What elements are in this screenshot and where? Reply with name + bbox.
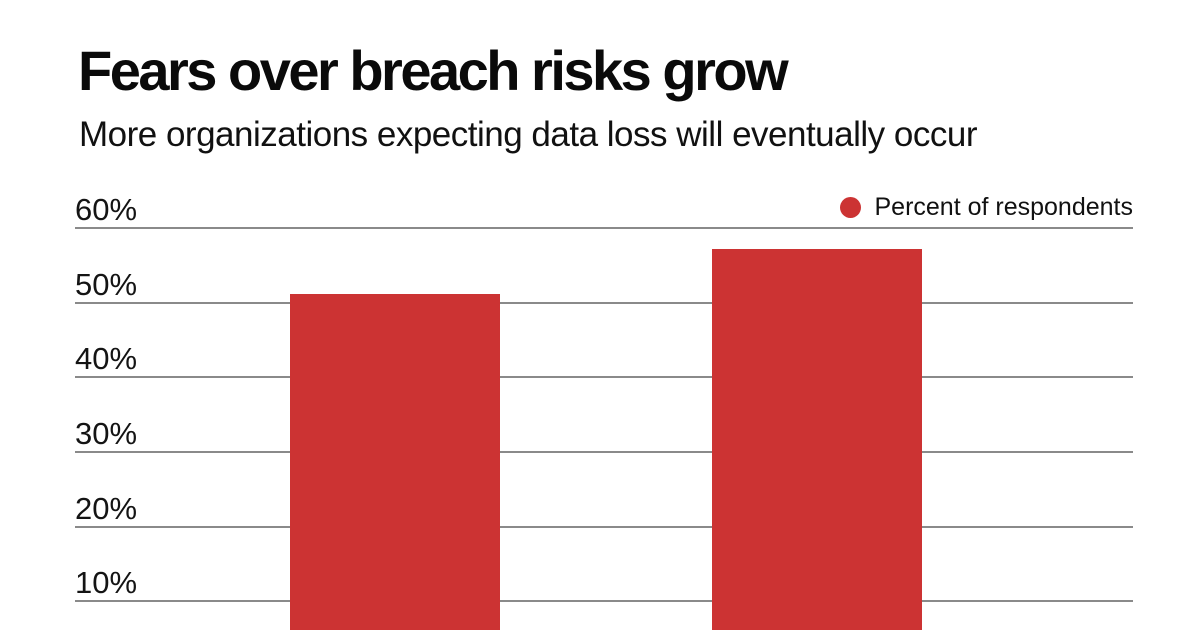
gridline — [75, 227, 1133, 229]
chart-title: Fears over breach risks grow — [78, 39, 789, 102]
y-tick-label: 50% — [75, 266, 138, 302]
chart-subtitle: More organizations expecting data loss w… — [79, 115, 977, 154]
y-tick-label: 40% — [75, 341, 138, 377]
gridline — [75, 301, 1133, 304]
y-tick-label: 60% — [75, 192, 138, 227]
y-tick-label: 30% — [75, 415, 138, 451]
y-tick-label: 20% — [75, 490, 138, 526]
gridline — [75, 525, 1133, 528]
bar-1 — [290, 294, 500, 630]
gridline — [75, 600, 1133, 603]
gridline — [75, 376, 1133, 379]
legend-label: Percent of respondents — [874, 193, 1134, 221]
legend-marker-icon — [839, 197, 861, 218]
gridline — [75, 450, 1133, 453]
bar-2 — [711, 249, 922, 630]
y-tick-label: 10% — [75, 565, 138, 601]
legend: Percent of respondents — [839, 193, 1134, 222]
